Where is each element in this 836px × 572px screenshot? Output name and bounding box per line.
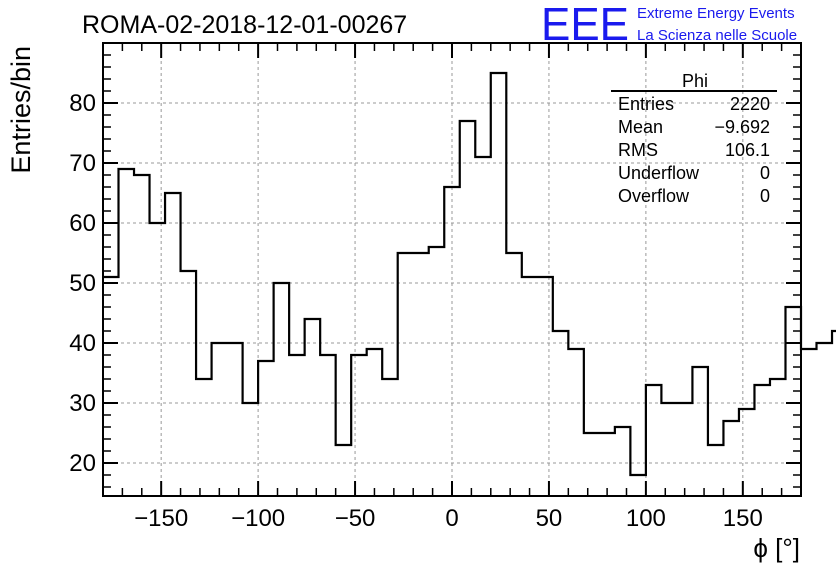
histogram-layer bbox=[103, 71, 836, 477]
tick-labels: −150 −100 −50 0 50 100 150 20 30 40 50 60 70 80 bbox=[69, 90, 763, 532]
stats-value-overflow: 0 bbox=[760, 186, 770, 206]
y-tick-label: 30 bbox=[69, 390, 96, 417]
y-tick-label: 80 bbox=[69, 90, 96, 117]
y-tick-label: 40 bbox=[69, 330, 96, 357]
stats-value-rms: 106.1 bbox=[725, 140, 770, 160]
stats-label-mean: Mean bbox=[618, 117, 663, 137]
y-tick-label: 50 bbox=[69, 270, 96, 297]
stats-box: Phi Entries 2220 Mean −9.692 RMS 106.1 U… bbox=[611, 71, 777, 206]
histogram-outline bbox=[103, 71, 836, 477]
y-tick-label: 60 bbox=[69, 210, 96, 237]
run-title: ROMA-02-2018-12-01-00267 bbox=[82, 11, 407, 39]
logo-line-2: La Scienza nelle Scuole bbox=[637, 27, 797, 44]
stats-label-underflow: Underflow bbox=[618, 163, 700, 183]
x-tick-label: −50 bbox=[335, 505, 376, 532]
stats-value-mean: −9.692 bbox=[714, 117, 770, 137]
x-tick-label: −150 bbox=[134, 505, 188, 532]
stats-value-underflow: 0 bbox=[760, 163, 770, 183]
stats-box-title: Phi bbox=[682, 71, 708, 91]
stats-label-overflow: Overflow bbox=[618, 186, 690, 206]
x-tick-label: 0 bbox=[445, 505, 458, 532]
x-tick-label: 150 bbox=[723, 505, 763, 532]
x-tick-label: 100 bbox=[626, 505, 666, 532]
x-axis-label: ϕ [°] bbox=[753, 533, 800, 563]
axis-ticks bbox=[103, 43, 801, 496]
stats-label-rms: RMS bbox=[618, 140, 658, 160]
grid-lines bbox=[103, 43, 801, 496]
stats-value-entries: 2220 bbox=[730, 94, 770, 114]
x-tick-label: −100 bbox=[231, 505, 285, 532]
logo-line-1: Extreme Energy Events bbox=[637, 5, 795, 22]
eee-logo: EEE bbox=[541, 0, 629, 50]
y-axis-label: Entries/bin bbox=[6, 46, 36, 174]
x-tick-label: 50 bbox=[536, 505, 563, 532]
stats-label-entries: Entries bbox=[618, 94, 674, 114]
y-tick-label: 70 bbox=[69, 150, 96, 177]
y-tick-label: 20 bbox=[69, 450, 96, 477]
